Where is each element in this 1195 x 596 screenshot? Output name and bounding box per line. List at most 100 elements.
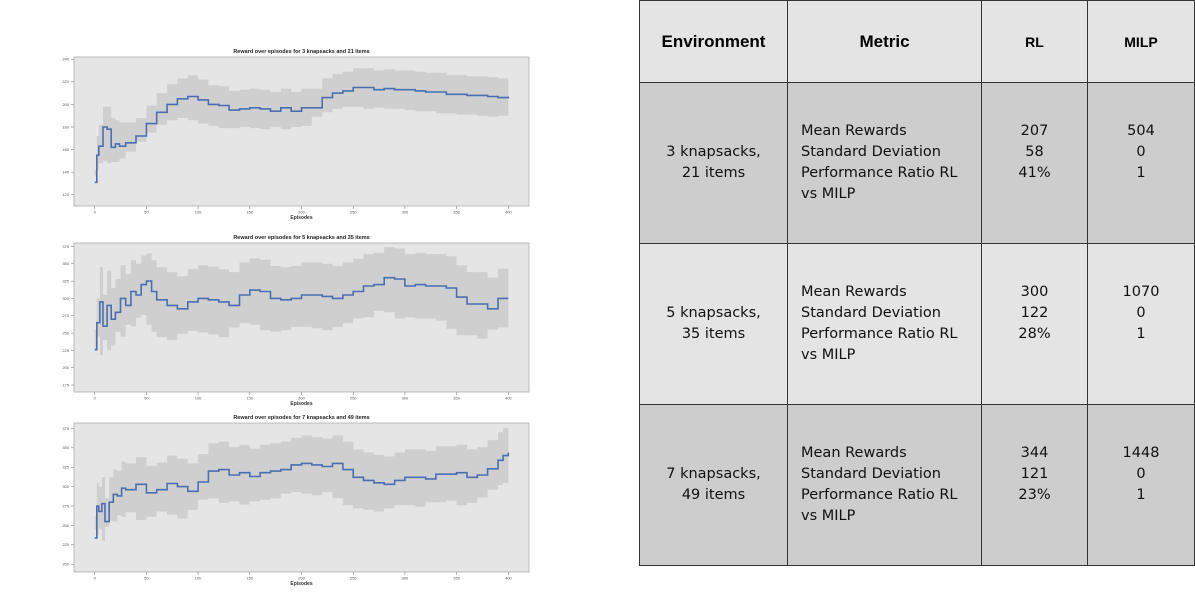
header-environment: Environment xyxy=(639,0,788,83)
milp-value: 1070 xyxy=(1122,284,1160,300)
chart-title: Reward over episodes for 3 knapsacks and… xyxy=(233,49,369,55)
metric-cell: Mean Rewards Standard Deviation Performa… xyxy=(787,404,982,566)
milp-cell: 1070 0 1 xyxy=(1087,243,1195,405)
x-tick-label: 400 xyxy=(505,210,512,215)
table-row: 7 knapsacks, 49 items Mean Rewards Stand… xyxy=(639,404,1195,566)
metric-line: Performance Ratio RL xyxy=(801,326,958,342)
rl-value: 41% xyxy=(1018,165,1051,181)
y-tick-label: 120 xyxy=(62,192,69,197)
y-tick-label: 300 xyxy=(62,296,69,301)
y-tick-label: 140 xyxy=(62,170,69,175)
rl-value: 207 xyxy=(1020,123,1049,139)
x-axis-label: Episodes xyxy=(290,581,312,587)
milp-value: 1 xyxy=(1136,165,1146,181)
env-line: 5 knapsacks, xyxy=(666,305,761,321)
x-tick-label: 0 xyxy=(94,210,97,215)
y-tick-label: 225 xyxy=(62,542,69,547)
rl-value: 121 xyxy=(1020,466,1049,482)
x-tick-label: 100 xyxy=(195,210,202,215)
env-line: 3 knapsacks, xyxy=(666,144,761,160)
table-row: 5 knapsacks, 35 items Mean Rewards Stand… xyxy=(639,243,1195,405)
rl-value: 122 xyxy=(1020,305,1049,321)
metric-line: Mean Rewards xyxy=(801,284,907,300)
x-tick-label: 400 xyxy=(505,396,512,401)
results-table: Environment Metric RL MILP 3 knapsacks, … xyxy=(639,0,1195,566)
y-tick-label: 300 xyxy=(62,484,69,489)
metric-line: Mean Rewards xyxy=(801,123,907,139)
table-header-row: Environment Metric RL MILP xyxy=(639,0,1195,83)
reward-chart-5-knapsacks: Reward over episodes for 5 knapsacks and… xyxy=(0,230,600,410)
rl-value: 28% xyxy=(1018,326,1051,342)
chart-svg: Reward over episodes for 3 knapsacks and… xyxy=(62,49,530,221)
x-tick-label: 250 xyxy=(350,396,357,401)
metric-line: vs MILP xyxy=(801,186,856,202)
header-metric: Metric xyxy=(787,0,982,83)
x-tick-label: 100 xyxy=(195,396,202,401)
y-tick-label: 350 xyxy=(62,261,69,266)
env-line: 7 knapsacks, xyxy=(666,466,761,482)
confidence-band xyxy=(94,426,509,561)
x-tick-label: 350 xyxy=(453,210,460,215)
y-tick-label: 200 xyxy=(62,365,69,370)
y-tick-label: 200 xyxy=(62,102,69,107)
rl-value: 23% xyxy=(1018,487,1051,503)
milp-value: 1448 xyxy=(1122,445,1160,461)
x-tick-label: 300 xyxy=(402,576,409,581)
chart-svg: Reward over episodes for 5 knapsacks and… xyxy=(62,235,530,407)
x-tick-label: 200 xyxy=(298,576,305,581)
x-tick-label: 400 xyxy=(505,576,512,581)
metric-line: Performance Ratio RL xyxy=(801,487,958,503)
milp-value: 0 xyxy=(1136,144,1146,160)
metric-line: Performance Ratio RL xyxy=(801,165,958,181)
x-tick-label: 150 xyxy=(246,576,253,581)
milp-value: 1 xyxy=(1136,487,1146,503)
x-tick-label: 200 xyxy=(298,396,305,401)
y-tick-label: 275 xyxy=(62,503,69,508)
reward-line xyxy=(94,86,510,184)
y-tick-label: 160 xyxy=(62,147,69,152)
y-tick-label: 350 xyxy=(62,445,69,450)
metric-line: Standard Deviation xyxy=(801,144,941,160)
metric-line: Mean Rewards xyxy=(801,445,907,461)
y-tick-label: 220 xyxy=(62,79,69,84)
x-tick-label: 250 xyxy=(350,210,357,215)
env-line: 35 items xyxy=(681,326,746,342)
x-tick-label: 0 xyxy=(94,396,97,401)
y-tick-label: 375 xyxy=(62,426,69,431)
metric-line: vs MILP xyxy=(801,347,856,363)
x-tick-label: 100 xyxy=(195,576,202,581)
env-cell: 3 knapsacks, 21 items xyxy=(639,82,788,244)
x-tick-label: 200 xyxy=(298,210,305,215)
metric-line: Standard Deviation xyxy=(801,466,941,482)
reward-line xyxy=(94,276,509,351)
y-tick-label: 375 xyxy=(62,244,69,249)
y-tick-label: 250 xyxy=(62,330,69,335)
x-tick-label: 300 xyxy=(402,210,409,215)
metric-line: vs MILP xyxy=(801,508,856,524)
y-tick-label: 200 xyxy=(62,562,69,567)
x-tick-label: 350 xyxy=(453,396,460,401)
x-tick-label: 150 xyxy=(246,396,253,401)
env-line: 21 items xyxy=(681,165,746,181)
chart-svg: Reward over episodes for 7 knapsacks and… xyxy=(62,415,530,587)
x-tick-label: 50 xyxy=(144,576,149,581)
milp-value: 504 xyxy=(1127,123,1155,139)
y-tick-label: 225 xyxy=(62,348,69,353)
y-tick-label: 180 xyxy=(62,124,69,129)
y-tick-label: 175 xyxy=(62,382,69,387)
rl-cell: 207 58 41% xyxy=(981,82,1088,244)
chart-title: Reward over episodes for 7 knapsacks and… xyxy=(233,415,369,421)
table-row: 3 knapsacks, 21 items Mean Rewards Stand… xyxy=(639,82,1195,244)
milp-value: 0 xyxy=(1136,466,1146,482)
milp-cell: 1448 0 1 xyxy=(1087,404,1195,566)
env-cell: 7 knapsacks, 49 items xyxy=(639,404,788,566)
rl-value: 58 xyxy=(1025,144,1044,160)
metric-cell: Mean Rewards Standard Deviation Performa… xyxy=(787,243,982,405)
rl-value: 300 xyxy=(1020,284,1049,300)
chart-title: Reward over episodes for 5 knapsacks and… xyxy=(233,235,369,241)
reward-chart-3-knapsacks: Reward over episodes for 3 knapsacks and… xyxy=(0,44,600,224)
milp-cell: 504 0 1 xyxy=(1087,82,1195,244)
x-axis-label: Episodes xyxy=(290,215,312,221)
reward-chart-7-knapsacks: Reward over episodes for 7 knapsacks and… xyxy=(0,410,600,592)
rl-cell: 344 121 23% xyxy=(981,404,1088,566)
